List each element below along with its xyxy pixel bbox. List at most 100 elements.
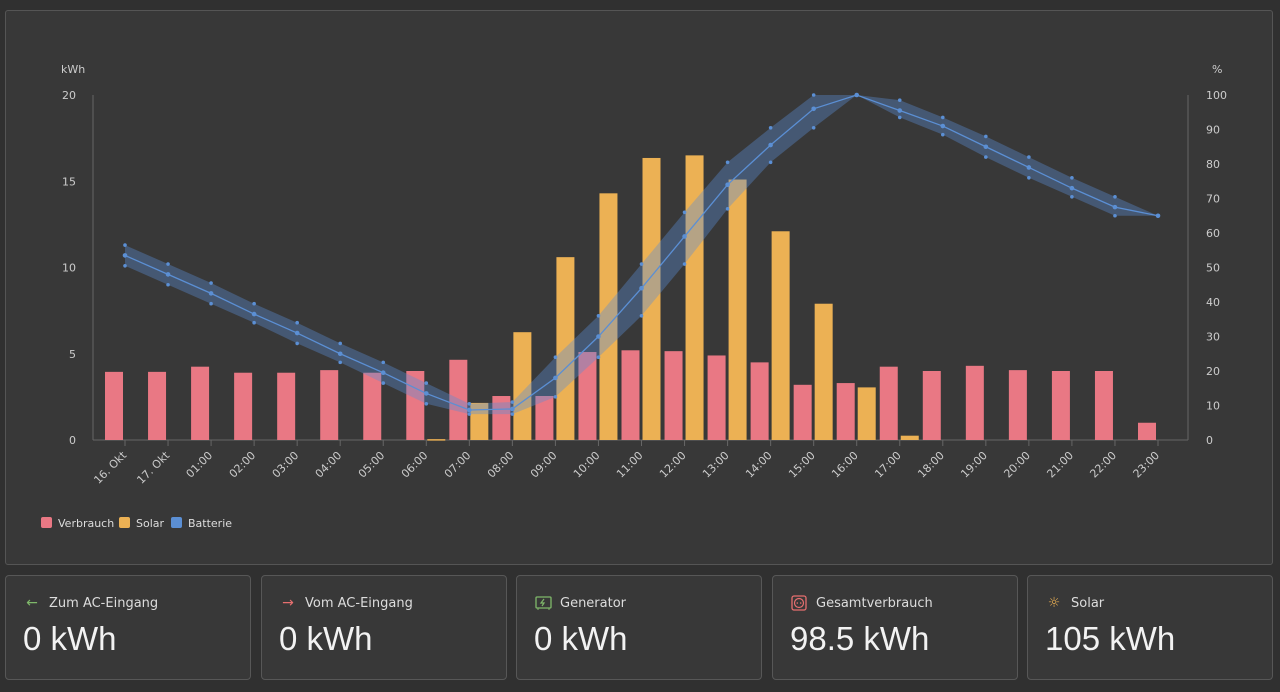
battery-max-point bbox=[166, 262, 170, 266]
x-tick-label: 18:00 bbox=[915, 449, 947, 481]
battery-max-point bbox=[467, 401, 472, 406]
battery-point bbox=[811, 106, 816, 112]
x-tick-label: 16. Okt bbox=[91, 448, 129, 486]
battery-max-point bbox=[1113, 194, 1117, 199]
bar-verbrauch bbox=[492, 396, 511, 440]
bar-solar bbox=[599, 193, 618, 440]
x-tick-label: 08:00 bbox=[485, 449, 517, 481]
battery-max-point bbox=[984, 134, 988, 139]
battery-point bbox=[165, 272, 171, 277]
battery-min-point bbox=[897, 115, 902, 120]
bar-verbrauch bbox=[191, 366, 210, 440]
battery-min-point bbox=[467, 412, 472, 416]
x-tick-label: 10:00 bbox=[571, 449, 603, 481]
battery-min-point bbox=[338, 360, 343, 365]
card-value: 0 kWh bbox=[279, 620, 373, 657]
battery-max-point bbox=[1156, 213, 1160, 218]
battery-max-point bbox=[424, 381, 429, 385]
bar-solar bbox=[685, 155, 704, 440]
bar-verbrauch bbox=[922, 371, 941, 440]
x-tick-label: 11:00 bbox=[614, 449, 646, 481]
x-tick-label: 05:00 bbox=[356, 449, 388, 481]
battery-point bbox=[208, 291, 214, 296]
card-solar: ☼ Solar 105 kWh bbox=[1027, 575, 1273, 680]
chart-panel bbox=[5, 10, 1273, 565]
x-tick-label: 09:00 bbox=[528, 449, 560, 481]
bar-solar bbox=[771, 231, 790, 440]
battery-point bbox=[122, 253, 128, 258]
battery-max-point bbox=[940, 115, 945, 120]
battery-min-point bbox=[725, 207, 730, 211]
y-tick-label: 5 bbox=[69, 348, 76, 361]
bar-verbrauch bbox=[1094, 371, 1113, 440]
bar-verbrauch bbox=[363, 372, 382, 440]
battery-min-point bbox=[123, 263, 127, 268]
x-tick-label: 16:00 bbox=[829, 449, 861, 481]
bar-solar bbox=[513, 332, 532, 440]
battery-min-point bbox=[209, 301, 213, 306]
battery-min-point bbox=[768, 160, 773, 165]
battery-point bbox=[768, 142, 773, 148]
battery-max-point bbox=[338, 341, 343, 346]
card-value: 98.5 kWh bbox=[790, 620, 930, 657]
bar-verbrauch bbox=[707, 355, 726, 440]
y2-tick-label: 0 bbox=[1206, 434, 1213, 447]
y2-tick-label: 60 bbox=[1206, 227, 1220, 240]
bar-solar bbox=[814, 303, 833, 440]
battery-min-point bbox=[1113, 213, 1117, 218]
card-label: Gesamtverbrauch bbox=[816, 595, 933, 611]
battery-min-point bbox=[1070, 194, 1074, 199]
battery-min-point bbox=[1027, 176, 1031, 180]
bar-verbrauch bbox=[836, 383, 855, 440]
bar-verbrauch bbox=[1008, 370, 1027, 440]
x-tick-label: 03:00 bbox=[270, 449, 302, 481]
battery-point bbox=[1069, 185, 1075, 191]
bar-verbrauch bbox=[793, 384, 812, 440]
y-tick-label: 0 bbox=[69, 434, 76, 447]
card-label: Vom AC-Eingang bbox=[305, 595, 413, 611]
bar-verbrauch bbox=[664, 351, 683, 440]
battery-point bbox=[1112, 204, 1118, 210]
y2-tick-label: 80 bbox=[1206, 158, 1220, 171]
x-tick-label: 15:00 bbox=[786, 449, 818, 481]
battery-point bbox=[467, 407, 472, 413]
legend-swatch-solar bbox=[119, 517, 130, 528]
battery-point bbox=[639, 285, 644, 291]
y-tick-label: 15 bbox=[62, 175, 76, 188]
x-tick-label: 19:00 bbox=[958, 449, 990, 481]
x-tick-label: 14:00 bbox=[743, 449, 775, 481]
bar-verbrauch bbox=[320, 370, 339, 440]
x-tick-label: 21:00 bbox=[1044, 449, 1076, 481]
card-value: 105 kWh bbox=[1045, 620, 1176, 657]
y2-tick-label: 90 bbox=[1206, 124, 1220, 137]
x-tick-label: 22:00 bbox=[1087, 449, 1119, 481]
battery-min-point bbox=[596, 355, 601, 360]
battery-max-point bbox=[639, 262, 644, 266]
y2-tick-label: 70 bbox=[1206, 193, 1220, 206]
battery-max-point bbox=[209, 281, 213, 285]
x-tick-label: 23:00 bbox=[1131, 449, 1163, 481]
y2-axis-label: % bbox=[1212, 63, 1222, 76]
battery-max-point bbox=[1070, 176, 1074, 180]
battery-point bbox=[897, 108, 903, 113]
battery-min-point bbox=[424, 401, 429, 406]
battery-max-point bbox=[682, 210, 687, 215]
bar-verbrauch bbox=[234, 372, 253, 440]
x-tick-label: 06:00 bbox=[399, 449, 431, 481]
battery-max-point bbox=[553, 355, 558, 360]
battery-point bbox=[337, 351, 343, 357]
battery-point bbox=[1026, 165, 1032, 170]
bar-verbrauch bbox=[1051, 371, 1070, 440]
y2-tick-label: 100 bbox=[1206, 89, 1227, 102]
battery-max-point bbox=[510, 400, 515, 404]
card-from-ac-input: → Vom AC-Eingang 0 kWh bbox=[261, 575, 507, 680]
y2-tick-label: 40 bbox=[1206, 296, 1220, 309]
battery-max-point bbox=[725, 160, 730, 165]
x-tick-label: 13:00 bbox=[700, 449, 732, 481]
energy-chart: kWh % 0 5 10 15 20 0 10 20 30 40 50 60 70 80 90 100 16. Ok… bbox=[41, 63, 1227, 530]
y2-tick-label: 50 bbox=[1206, 262, 1220, 275]
y-tick-label: 20 bbox=[62, 89, 76, 102]
battery-min-point bbox=[166, 282, 170, 287]
battery-max-point bbox=[768, 125, 773, 130]
bar-verbrauch bbox=[105, 371, 123, 440]
